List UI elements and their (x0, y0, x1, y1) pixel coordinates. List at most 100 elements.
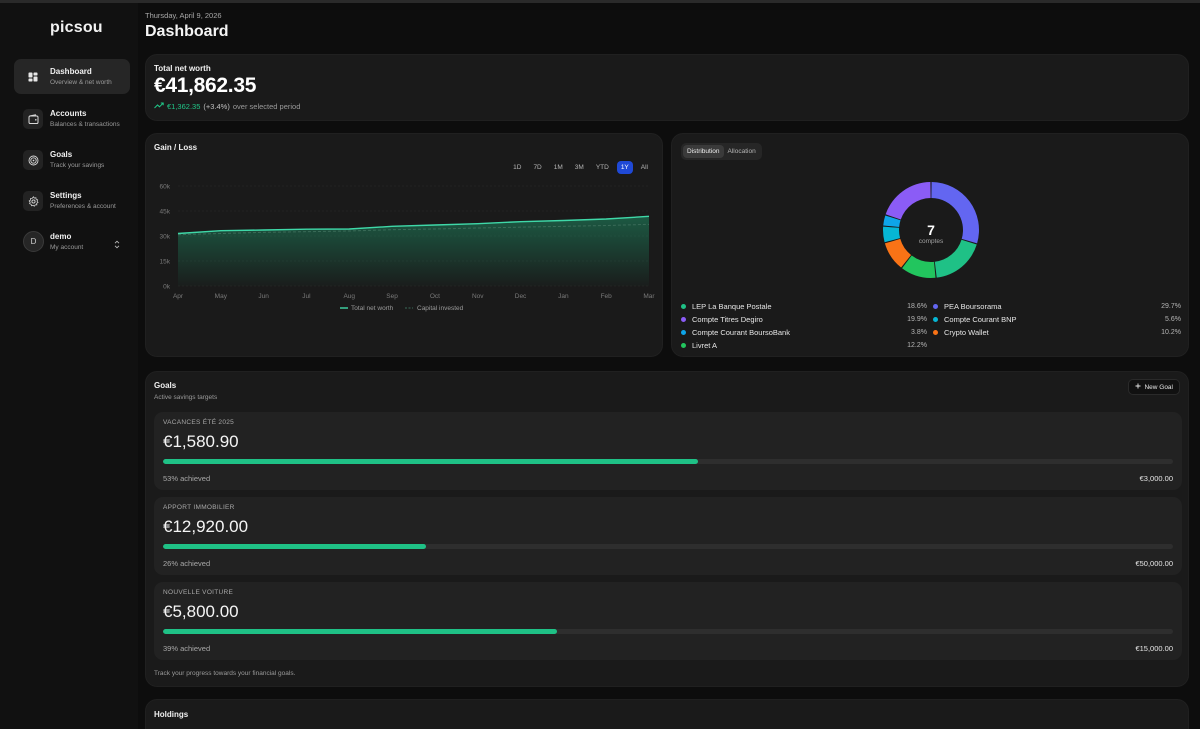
tab-allocation[interactable]: Allocation (727, 148, 756, 155)
legend-item[interactable]: LEP La Banque Postale 18.6% (681, 301, 927, 311)
window-top-border (0, 0, 1200, 3)
goals-title: Goals (154, 381, 177, 390)
goal-item[interactable]: VACANCES ÉTÉ 2025 €1,580.90 53% achieved… (154, 412, 1182, 490)
sidebar-item-label: Dashboard (50, 67, 92, 76)
legend-name: Crypto Wallet (944, 327, 989, 337)
goal-progress-track (163, 629, 1173, 634)
legend-dot (681, 303, 686, 309)
tab-distribution[interactable]: Distribution (683, 145, 724, 158)
gear-icon (23, 191, 43, 211)
donut-slice (931, 182, 979, 244)
user-menu[interactable]: D demo My account (14, 224, 130, 259)
sidebar: picsou Dashboard Overview & net worth Ac… (0, 3, 138, 729)
gain-loss-card: 0k 15k 30k 45k 60k Apr May Jun Jul Aug Sep Oct Nov De… (145, 133, 663, 357)
legend-pct: 10.2% (1161, 328, 1181, 336)
net-worth-label: Total net worth (154, 64, 211, 73)
sidebar-item-dashboard[interactable]: Dashboard Overview & net worth (14, 59, 130, 94)
range-1m[interactable]: 1M (553, 164, 563, 171)
gain-loss-title: Gain / Loss (154, 143, 198, 152)
distribution-card: Distribution Allocation 7 comptes LEP La… (671, 133, 1189, 357)
legend-label-capital: Capital invested (417, 305, 464, 312)
goal-amount: €5,800.00 (163, 602, 239, 621)
dashboard-icon (23, 67, 43, 87)
legend-pct: 12.2% (907, 341, 927, 349)
legend-pct: 5.6% (1165, 315, 1181, 323)
x-tick-label: Jun (258, 293, 269, 300)
legend-item[interactable]: Compte Courant BoursoBank 3.8% (681, 327, 927, 337)
net-worth-value: €41,862.35 (154, 74, 257, 97)
legend-name: PEA Boursorama (944, 301, 1002, 311)
x-tick-label: Jul (302, 293, 311, 300)
range-7d[interactable]: 7D (533, 164, 542, 171)
goal-target: €15,000.00 (1135, 644, 1173, 653)
x-tick-label: Nov (472, 293, 484, 300)
x-tick-label: Feb (601, 293, 613, 300)
sidebar-item-sublabel: Overview & net worth (50, 79, 112, 86)
legend-item[interactable]: Crypto Wallet 10.2% (927, 327, 1181, 337)
plus-icon (1135, 383, 1141, 391)
legend-pct: 19.9% (907, 315, 927, 323)
net-worth-area (178, 216, 649, 286)
range-1y[interactable]: 1Y (616, 161, 633, 174)
donut-slice (884, 238, 912, 268)
range-3m[interactable]: 3M (574, 164, 584, 171)
sidebar-item-label: Settings (50, 191, 82, 200)
target-icon (23, 150, 43, 170)
donut-chart: 7 comptes (881, 180, 981, 280)
donut-slice (883, 226, 901, 243)
y-tick-label: 60k (160, 184, 171, 191)
legend-pct: 29.7% (1161, 302, 1181, 310)
x-tick-label: Apr (173, 293, 184, 300)
sidebar-item-accounts[interactable]: Accounts Balances & transactions (14, 101, 130, 136)
legend-pct: 18.6% (907, 302, 927, 310)
goal-target: €50,000.00 (1135, 559, 1173, 568)
goal-amount: €1,580.90 (163, 432, 239, 451)
distribution-tabs: Distribution Allocation (681, 143, 762, 160)
goal-item[interactable]: APPORT IMMOBILIER €12,920.00 26% achieve… (154, 497, 1182, 575)
new-goal-label: New Goal (1144, 383, 1173, 391)
sidebar-item-sublabel: Balances & transactions (50, 121, 120, 128)
wallet-icon (23, 109, 43, 129)
goal-name: APPORT IMMOBILIER (163, 504, 235, 511)
goal-progress-fill (163, 459, 699, 464)
sidebar-item-label: Goals (50, 150, 73, 159)
donut-slice (902, 255, 936, 278)
legend-pct: 3.8% (911, 328, 927, 336)
legend-item[interactable]: Compte Titres Degiro 19.9% (681, 314, 927, 324)
legend-item[interactable]: Compte Courant BNP 5.6% (927, 314, 1181, 324)
legend-item[interactable]: Livret A 12.2% (681, 340, 927, 350)
x-tick-label: Mar (643, 293, 655, 300)
sidebar-item-sublabel: Track your savings (50, 162, 105, 169)
capital-invested-line (177, 223, 650, 236)
goal-achieved: 53% achieved (163, 474, 211, 483)
legend-dot (933, 303, 938, 309)
goal-item[interactable]: NOUVELLE VOITURE €5,800.00 39% achieved … (154, 582, 1182, 660)
goal-amount: €12,920.00 (163, 517, 249, 536)
legend-item[interactable]: PEA Boursorama 29.7% (927, 301, 1181, 311)
holdings-card: Holdings (145, 699, 1189, 729)
new-goal-button[interactable]: New Goal (1128, 379, 1180, 395)
goal-name: VACANCES ÉTÉ 2025 (163, 419, 235, 426)
legend-dot (933, 329, 938, 335)
sidebar-item-settings[interactable]: Settings Preferences & account (14, 183, 130, 218)
legend-label-net-worth: Total net worth (351, 305, 394, 312)
range-ytd[interactable]: YTD (595, 164, 609, 171)
holdings-title: Holdings (154, 710, 189, 719)
sidebar-item-goals[interactable]: Goals Track your savings (14, 142, 130, 177)
donut-svg (883, 182, 979, 278)
goal-achieved: 26% achieved (163, 559, 211, 568)
range-all[interactable]: All (640, 164, 648, 171)
range-selector: 1D 7D 1M 3M YTD 1Y All (509, 161, 652, 174)
donut-slice (885, 182, 931, 220)
y-tick-label: 15k (160, 259, 171, 266)
goal-name: NOUVELLE VOITURE (163, 589, 234, 596)
goal-progress-track (163, 544, 1173, 549)
net-worth-change-amount: €1,362.35 (167, 102, 201, 111)
y-tick-label: 45k (160, 209, 171, 216)
y-tick-label: 0k (163, 284, 171, 291)
range-1d[interactable]: 1D (513, 164, 522, 171)
distribution-legend: LEP La Banque Postale 18.6% PEA Boursoram… (681, 301, 1181, 350)
app-logo[interactable]: picsou (50, 19, 103, 36)
avatar: D (23, 231, 44, 252)
current-date: Thursday, April 9, 2026 (145, 11, 222, 20)
